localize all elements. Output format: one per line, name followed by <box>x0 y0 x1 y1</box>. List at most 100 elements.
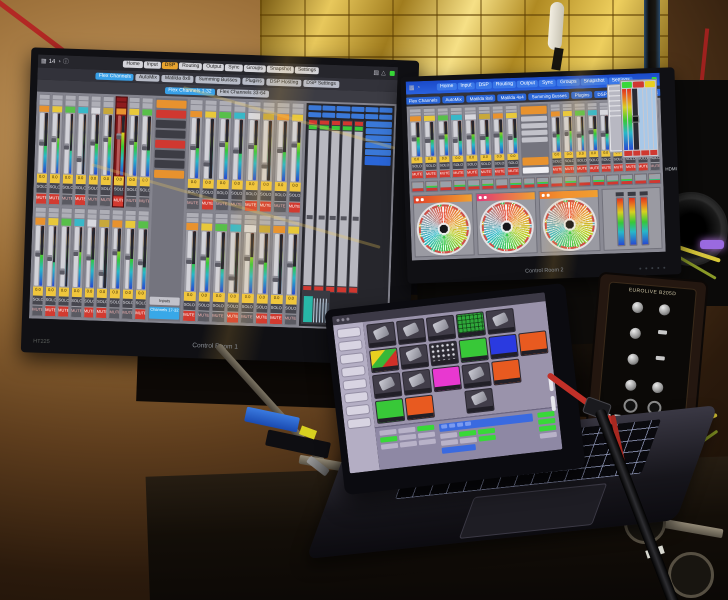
solo-button[interactable]: SOLO <box>49 183 61 194</box>
selection-segment[interactable] <box>448 423 456 428</box>
mute-button[interactable]: MUTE <box>61 194 73 205</box>
mute-button[interactable]: MUTE <box>122 308 134 320</box>
plugin-tile[interactable] <box>401 368 433 396</box>
fader-thumb[interactable] <box>218 140 225 147</box>
mute-button[interactable]: MUTE <box>613 163 624 171</box>
function-button[interactable] <box>155 129 186 139</box>
sidebar-item[interactable] <box>345 403 371 417</box>
header-button[interactable] <box>478 195 482 199</box>
header-button[interactable] <box>546 193 550 197</box>
mute-button[interactable]: MUTE <box>211 312 224 323</box>
patch-button[interactable] <box>350 113 365 119</box>
mute-button[interactable]: MUTE <box>259 201 272 212</box>
info-icon[interactable]: ⓘ <box>62 58 70 66</box>
monitor-button[interactable] <box>364 149 392 156</box>
menu-item[interactable]: Input <box>143 61 161 69</box>
mute-button[interactable]: MUTE <box>273 201 286 212</box>
tab[interactable]: Matilda 8x8 <box>466 94 496 103</box>
minimize-button[interactable] <box>341 318 345 322</box>
function-button[interactable] <box>154 159 185 169</box>
selection-segment[interactable] <box>464 421 472 427</box>
solo-button[interactable]: SOLO <box>230 189 243 200</box>
patch-button[interactable] <box>378 114 393 120</box>
solo-button[interactable]: SOLO <box>83 296 95 307</box>
plugin-tile[interactable] <box>458 336 489 364</box>
mix-button[interactable] <box>520 105 547 115</box>
fader-thumb[interactable] <box>243 254 250 261</box>
solo-button[interactable]: SOLO <box>109 297 121 308</box>
patch-button[interactable] <box>308 112 322 118</box>
tab[interactable]: Matilda 4x4 <box>497 92 527 101</box>
solo-button[interactable]: SOLO <box>601 156 612 164</box>
header-button[interactable] <box>483 195 487 199</box>
mix-button[interactable] <box>522 156 549 166</box>
mute-button[interactable]: MUTE <box>601 164 612 172</box>
switch[interactable] <box>657 330 668 335</box>
menu-item[interactable]: Sync <box>538 79 557 88</box>
plugin-tile[interactable] <box>374 397 406 425</box>
mute-button[interactable]: MUTE <box>650 162 661 170</box>
plugin-tile[interactable] <box>461 361 492 389</box>
mute-button[interactable]: MUTE <box>186 198 199 209</box>
close-button[interactable] <box>336 318 340 322</box>
patch-button[interactable] <box>322 112 336 118</box>
fader-thumb[interactable] <box>493 131 500 138</box>
monitor-button[interactable] <box>365 135 392 142</box>
toolbar-pill[interactable] <box>417 431 436 439</box>
mute-button[interactable]: MUTE <box>284 314 297 325</box>
function-button[interactable] <box>155 119 186 129</box>
toolbar-pill[interactable] <box>538 424 557 432</box>
mute-button[interactable]: MUTE <box>466 169 478 177</box>
solo-button[interactable]: SOLO <box>255 302 268 313</box>
solo-button[interactable]: SOLO <box>589 157 599 165</box>
fader-thumb[interactable] <box>247 143 254 150</box>
xlr-input[interactable] <box>622 398 639 414</box>
toolbar-pill[interactable] <box>399 440 418 448</box>
mute-button[interactable]: MUTE <box>109 308 121 319</box>
menu-item[interactable]: Home <box>436 82 457 91</box>
sidebar-item[interactable] <box>337 339 363 352</box>
sidebar-item[interactable] <box>343 390 369 404</box>
solo-button[interactable]: SOLO <box>425 162 437 170</box>
mute-button[interactable]: MUTE <box>439 170 451 178</box>
mute-button[interactable]: MUTE <box>113 196 125 207</box>
menu-item[interactable]: Home <box>123 60 143 69</box>
solo-button[interactable]: SOLO <box>45 295 57 306</box>
solo-button[interactable]: SOLO <box>58 295 70 307</box>
mute-button[interactable]: MUTE <box>48 193 61 204</box>
patch-button[interactable] <box>364 114 379 120</box>
toolbar-pill[interactable] <box>379 428 397 436</box>
sidebar-item[interactable] <box>342 377 368 391</box>
menu-item[interactable]: Flex Channels 33-64 <box>216 88 269 98</box>
solo-button[interactable]: SOLO <box>288 191 301 202</box>
mute-button[interactable]: MUTE <box>197 311 210 322</box>
menu-item[interactable]: Input <box>457 82 475 90</box>
solo-button[interactable]: SOLO <box>113 185 125 196</box>
monitor-button[interactable] <box>365 142 392 149</box>
menu-item[interactable]: Routing <box>492 80 517 89</box>
menu-item[interactable]: DSP <box>475 81 492 90</box>
solo-button[interactable]: SOLO <box>183 300 196 311</box>
solo-button[interactable]: SOLO <box>493 160 505 168</box>
volume-knob[interactable] <box>631 301 644 314</box>
level-knob[interactable] <box>651 381 664 394</box>
plugin-tile[interactable] <box>485 307 516 335</box>
mute-button[interactable]: MUTE <box>288 202 301 213</box>
channels-range-button[interactable]: Channels 17-32 <box>149 306 180 320</box>
option-button[interactable] <box>521 122 548 129</box>
solo-button[interactable]: SOLO <box>270 303 283 314</box>
menu-item[interactable]: AutoMix <box>135 73 161 82</box>
toolbar-pill[interactable] <box>398 426 416 434</box>
mini-mute[interactable] <box>337 287 346 293</box>
mute-button[interactable]: MUTE <box>230 200 243 211</box>
eq-knob[interactable] <box>627 353 640 366</box>
menu-item[interactable]: Snapshot <box>266 65 295 74</box>
solo-button[interactable]: SOLO <box>36 182 48 193</box>
mute-button[interactable]: MUTE <box>494 168 506 176</box>
selection-segment[interactable] <box>456 422 464 427</box>
solo-button[interactable]: SOLO <box>507 159 519 168</box>
level-knob[interactable] <box>624 378 637 391</box>
action-button[interactable] <box>441 444 477 454</box>
solo-button[interactable]: SOLO <box>576 157 587 165</box>
solo-button[interactable]: SOLO <box>226 301 239 312</box>
